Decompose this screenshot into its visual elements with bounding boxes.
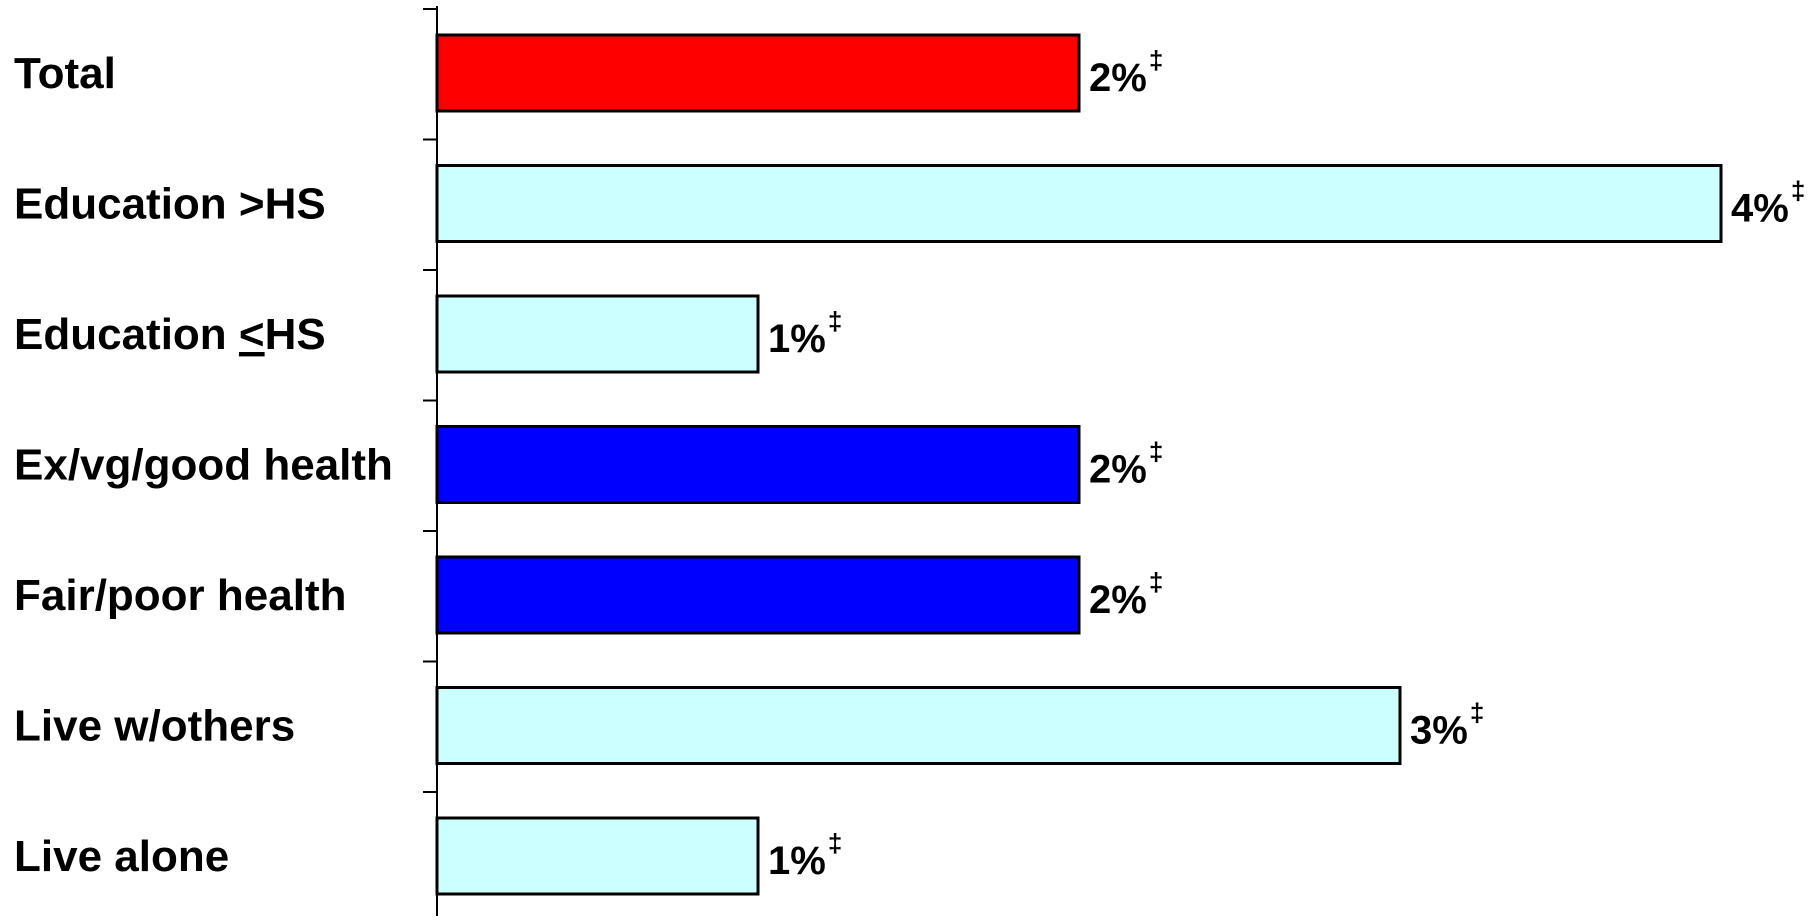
category-label: Fair/poor health — [14, 571, 346, 620]
bar — [435, 425, 1081, 504]
category-label: Total — [14, 49, 116, 98]
data-label: 2%‡ — [1089, 437, 1163, 492]
bar — [435, 686, 1402, 765]
bar — [435, 294, 760, 374]
data-label: 3%‡ — [1410, 698, 1484, 753]
category-label: Education >HS — [14, 180, 326, 229]
category-label: Live w/others — [14, 702, 295, 751]
category-label: Live alone — [14, 832, 229, 881]
data-label: 1%‡ — [768, 306, 842, 361]
bar — [435, 555, 1081, 635]
data-label: 2%‡ — [1089, 45, 1163, 100]
category-label: Ex/vg/good health — [14, 441, 393, 490]
bar — [435, 816, 760, 896]
bar — [435, 33, 1081, 113]
data-label: 2%‡ — [1089, 567, 1163, 622]
bar — [435, 164, 1723, 243]
data-label: 1%‡ — [768, 828, 842, 883]
data-label: 4%‡ — [1731, 176, 1805, 231]
category-label: Education <HS — [14, 310, 326, 359]
